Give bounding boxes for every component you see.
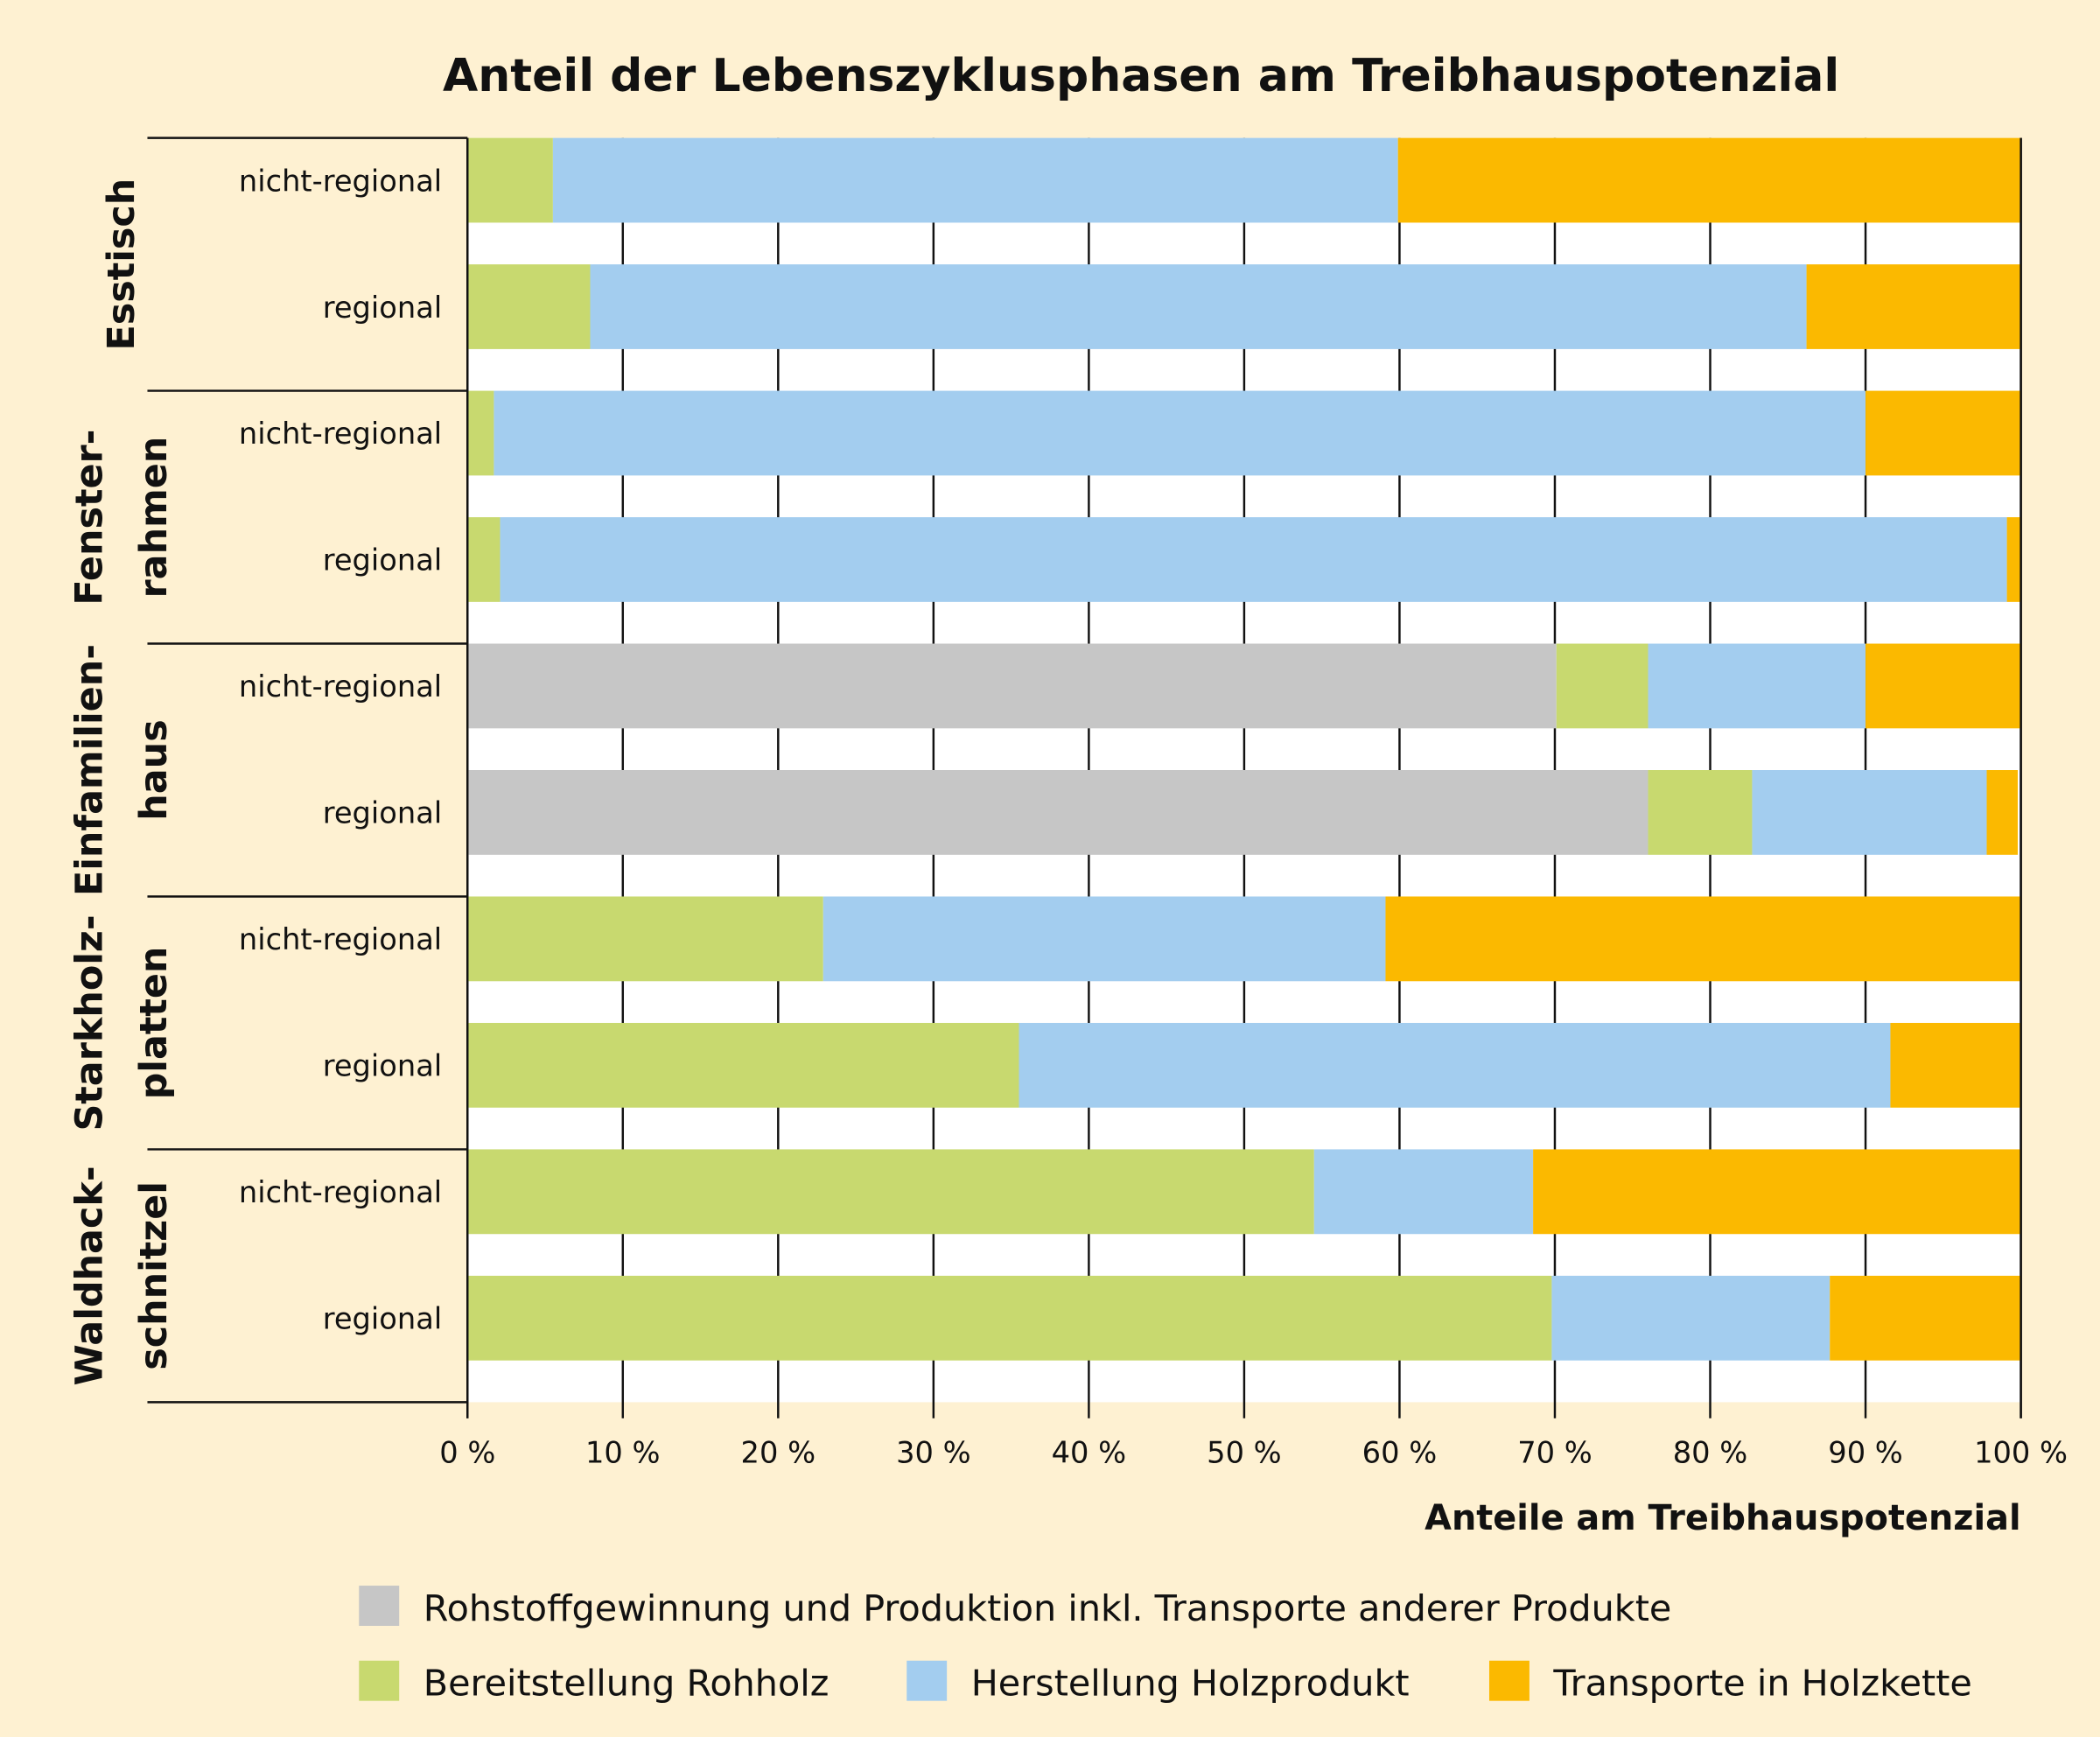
bar-segment [552, 137, 1398, 223]
row-label: nicht-regional [239, 1175, 442, 1209]
row-label: regional [323, 1302, 442, 1336]
x-tick-label: 100 % [1974, 1435, 2068, 1469]
group-label: Esstisch [100, 179, 144, 351]
group-label: schnitzel [132, 1181, 176, 1370]
bar-segment [590, 264, 1807, 349]
x-tick-label: 0 % [439, 1435, 495, 1469]
bar-segment [1533, 1149, 2021, 1235]
bar-segment [467, 390, 494, 476]
row-label: regional [323, 543, 442, 578]
bar-segment [1830, 1275, 2021, 1361]
x-tick-label: 90 % [1828, 1435, 1903, 1469]
bar-segment [494, 390, 1866, 476]
bar-segment [467, 264, 591, 349]
bar-segment [500, 517, 2007, 602]
bar-segment [467, 770, 1648, 855]
bar-segment [467, 1275, 1552, 1361]
bar-segment [1752, 770, 1987, 855]
group-label: rahmen [132, 437, 176, 599]
row-label: regional [323, 1049, 442, 1083]
x-tick-label: 60 % [1362, 1435, 1438, 1469]
row-label: nicht-regional [239, 164, 442, 198]
bar-segment [1890, 1022, 2021, 1108]
bar-segment [1385, 896, 2021, 982]
bar-segment [1313, 1149, 1534, 1235]
group-label: Starkholz- [67, 914, 111, 1131]
legend: Rohstoffgewinnung und Produktion inkl. T… [359, 1586, 1972, 1705]
group-label: Waldhack- [67, 1166, 111, 1385]
bar-segment [467, 1149, 1314, 1235]
chart-title: Anteil der Lebenszyklusphasen am Treibha… [443, 50, 1839, 102]
legend-label: Bereitstellung Rohholz [424, 1663, 830, 1705]
x-tick-label: 70 % [1517, 1435, 1592, 1469]
bar-segment [1866, 643, 2021, 729]
row-label: regional [323, 291, 442, 325]
group-label: Fenster- [67, 430, 111, 606]
bar-segment [1648, 770, 1753, 855]
legend-label: Rohstoffgewinnung und Produktion inkl. T… [424, 1587, 1672, 1629]
group-label: Einfamilien- [67, 644, 111, 896]
row-label: nicht-regional [239, 669, 442, 704]
x-tick-label: 40 % [1052, 1435, 1127, 1469]
bar-segment [1648, 643, 1866, 729]
legend-swatch [359, 1660, 400, 1701]
x-tick-label: 10 % [585, 1435, 661, 1469]
x-axis-label: Anteile am Treibhauspotenzial [1424, 1498, 2020, 1538]
legend-swatch [906, 1660, 948, 1701]
x-tick-label: 20 % [741, 1435, 816, 1469]
bar-segment [467, 137, 553, 223]
row-label: nicht-regional [239, 417, 442, 451]
bar-segment [1556, 643, 1648, 729]
bar-segment [822, 896, 1386, 982]
x-tick-label: 50 % [1207, 1435, 1282, 1469]
bar-segment [1018, 1022, 1891, 1108]
legend-label: Herstellung Holzprodukt [971, 1663, 1410, 1705]
bar-segment [1866, 390, 2021, 476]
bar-segment [1551, 1275, 1830, 1361]
bar-segment [467, 643, 1557, 729]
group-label: haus [132, 719, 176, 820]
bar-segment [467, 896, 823, 982]
x-tick-label: 30 % [896, 1435, 971, 1469]
legend-label: Transporte in Holzkette [1552, 1663, 1971, 1705]
bar-segment [1986, 770, 2019, 855]
bar-segment [2006, 517, 2021, 602]
bar-segment [1397, 137, 2021, 223]
row-label: regional [323, 796, 442, 830]
bar-segment [467, 1022, 1019, 1108]
x-tick-label: 80 % [1673, 1435, 1748, 1469]
legend-swatch [1488, 1660, 1530, 1701]
bar-segment [467, 517, 500, 602]
row-label: nicht-regional [239, 922, 442, 956]
group-label: platten [132, 947, 176, 1100]
legend-swatch [359, 1586, 400, 1626]
plot-area: 0 % 10 % 20 % 30 % 40 % 50 % 60 % 70 % 80 % 90 % 1… [67, 137, 2068, 1469]
bar-segment [1806, 264, 2021, 349]
